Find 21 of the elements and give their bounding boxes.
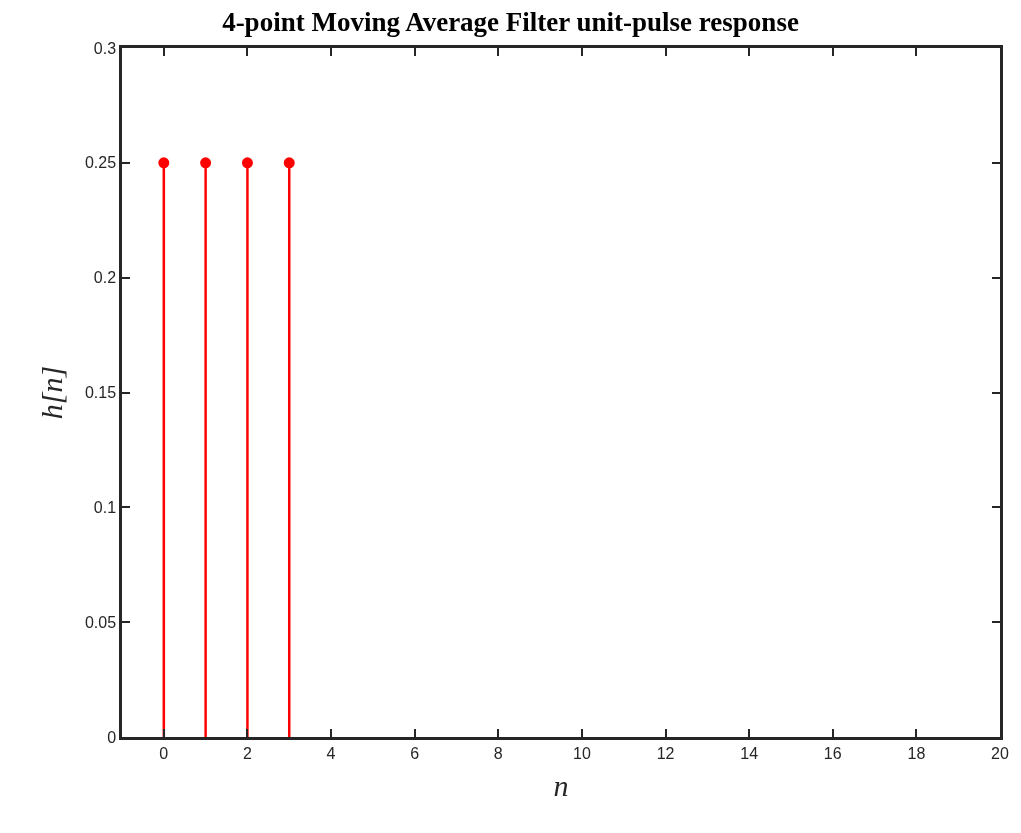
y-tick-label: 0.1 [93,498,117,516]
y-axis-title: h[n] [34,365,68,420]
x-tick-label: 8 [493,744,503,762]
y-tick-label: 0.2 [93,269,117,287]
y-tick-label: 0.15 [84,384,117,402]
x-tick-label: 0 [159,744,169,762]
x-tick-label: 18 [907,744,926,762]
x-tick-label: 10 [573,744,591,762]
x-axis-title: n [553,769,569,803]
x-tick-label: 16 [823,744,842,762]
y-tick-label: 0.05 [84,613,117,631]
x-tick-label: 2 [242,744,252,762]
x-tick-label: 14 [740,744,759,762]
y-tick-label: 0 [107,728,117,746]
chart-title: 4-point Moving Average Filter unit-pulse response [222,7,799,38]
y-tick-label: 0.3 [93,39,117,57]
y-tick-label: 0.25 [84,154,117,172]
x-tick-label: 6 [410,744,420,762]
x-tick-label: 4 [326,744,336,762]
x-tick-label: 20 [991,744,1009,762]
x-tick-label: 12 [656,744,675,762]
